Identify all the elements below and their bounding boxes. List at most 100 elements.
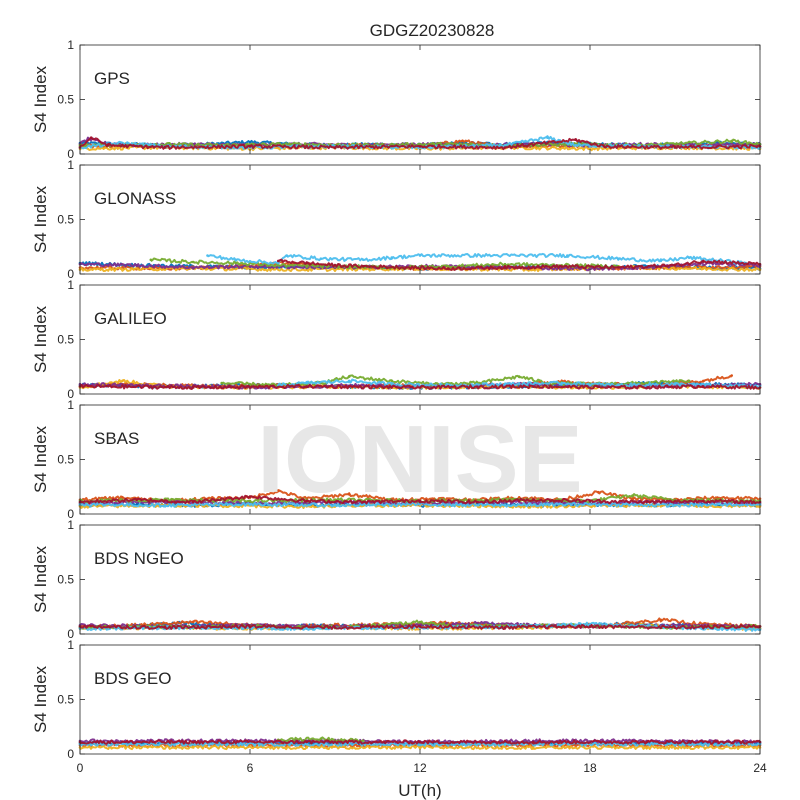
data-point [560,265,563,268]
y-tick-label: 1 [67,518,74,532]
data-point [730,139,733,143]
data-point [305,381,309,385]
data-point [305,740,309,744]
data-point [192,386,195,389]
data-point [447,267,450,270]
data-point [659,618,663,622]
data-point [574,144,578,147]
data-point [702,385,705,388]
data-point [333,626,337,629]
panel-bds-geo: 0 0.5 1 S4 Index BDS GEO [31,638,762,761]
data-point [702,499,705,503]
data-point [418,254,422,257]
data-point [390,379,394,383]
y-axis-label: S4 Index [31,545,50,613]
data-point [404,266,408,269]
y-tick-label: 0 [67,747,74,761]
x-tick-label: 18 [583,761,597,775]
y-axis-label: S4 Index [31,65,50,133]
data-point [277,489,280,493]
data-point [687,256,691,259]
data-point [418,740,422,744]
series-track-7 [78,623,762,630]
y-tick-label: 0.5 [57,93,74,107]
data-point [617,384,620,387]
data-point [192,746,195,749]
x-tick-label: 12 [413,761,427,775]
data-point [234,261,238,265]
data-point [107,144,110,147]
data-point [248,145,252,148]
data-point [532,385,535,388]
data-point [333,264,337,267]
data-point [546,136,549,139]
y-tick-label: 1 [67,38,74,52]
data-point [617,266,620,269]
data-point [588,499,592,503]
data-point [347,375,351,378]
data-point [305,261,309,265]
data-point [305,627,309,630]
data-point [617,257,620,261]
x-tick-label: 0 [77,761,84,775]
data-point [135,498,138,502]
series-track-7 [78,136,762,151]
data-point [716,496,719,499]
y-tick-label: 1 [67,278,74,292]
x-tick-label: 6 [247,761,254,775]
data-point [135,264,138,267]
data-point [673,146,677,149]
data-point [574,138,578,142]
data-point [617,386,620,389]
panel-label: BDS GEO [94,669,171,688]
data-point [234,258,238,262]
data-point [277,264,280,267]
data-point [673,264,677,267]
data-point [673,382,677,386]
data-point [503,266,507,269]
data-point [362,500,365,504]
data-point [192,740,195,744]
watermark-text: IONISE [257,406,582,513]
y-tick-label: 0.5 [57,453,74,467]
y-tick-label: 0 [67,147,74,161]
y-tick-label: 0 [67,267,74,281]
data-point [503,504,507,507]
data-point [687,379,691,383]
data-point [461,139,464,143]
y-tick-label: 0.5 [57,693,74,707]
data-point [362,265,365,268]
data-point [418,502,422,506]
figure-title: GDGZ20230828 [370,21,495,40]
data-point [673,626,677,629]
data-point [135,502,138,506]
series-track-7 [78,383,762,390]
data-point [532,498,535,502]
panel-label: GPS [94,69,130,88]
data-point [418,620,422,624]
data-point [645,381,648,385]
data-point [588,625,592,628]
y-tick-label: 1 [67,158,74,172]
data-point [163,626,167,629]
data-point [248,140,252,144]
data-point [305,746,309,749]
data-point [702,267,705,270]
data-point [597,490,600,494]
data-point [192,500,195,504]
data-point [305,385,309,388]
data-point [503,626,507,629]
series-track-3 [78,744,762,751]
data-point [248,502,252,506]
data-point [645,740,648,744]
data-point [588,502,592,506]
data-point [418,386,422,389]
data-point [390,256,394,259]
data-point [532,746,535,749]
data-point [730,374,733,377]
data-point [566,254,569,257]
data-point [333,146,337,149]
data-point [418,499,422,503]
data-point [90,136,93,139]
y-tick-label: 0.5 [57,573,74,587]
